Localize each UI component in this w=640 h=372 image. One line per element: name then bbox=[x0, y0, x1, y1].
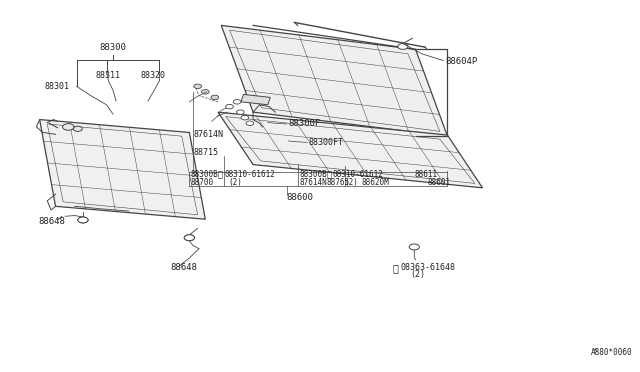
Text: 88604P: 88604P bbox=[445, 57, 478, 66]
Text: 88320: 88320 bbox=[140, 71, 165, 80]
Text: 88301: 88301 bbox=[45, 82, 70, 91]
Polygon shape bbox=[40, 119, 205, 219]
Circle shape bbox=[397, 44, 408, 49]
Polygon shape bbox=[218, 112, 483, 188]
Circle shape bbox=[194, 84, 202, 89]
Text: 87614N: 87614N bbox=[300, 178, 327, 187]
Circle shape bbox=[202, 90, 209, 94]
Circle shape bbox=[241, 115, 248, 120]
Circle shape bbox=[211, 95, 219, 100]
Text: 88601: 88601 bbox=[427, 178, 450, 187]
Polygon shape bbox=[221, 25, 447, 136]
Text: 88300F: 88300F bbox=[288, 119, 321, 128]
Text: 88700: 88700 bbox=[191, 178, 214, 187]
Text: 88300FT: 88300FT bbox=[308, 138, 344, 147]
Text: 88620M: 88620M bbox=[362, 178, 389, 187]
Text: 08310-61612: 08310-61612 bbox=[225, 170, 275, 179]
Text: 88300B: 88300B bbox=[300, 170, 327, 179]
Circle shape bbox=[78, 217, 88, 223]
Text: Ⓢ: Ⓢ bbox=[393, 263, 399, 273]
Text: A880*0060: A880*0060 bbox=[591, 349, 632, 357]
Circle shape bbox=[184, 235, 195, 241]
Text: 87614N: 87614N bbox=[194, 130, 224, 139]
Text: (2): (2) bbox=[228, 178, 242, 187]
Text: 88715: 88715 bbox=[194, 148, 219, 157]
Text: 88300: 88300 bbox=[99, 43, 126, 52]
Circle shape bbox=[234, 100, 241, 104]
Polygon shape bbox=[241, 94, 270, 105]
Circle shape bbox=[226, 105, 234, 109]
Text: (2): (2) bbox=[344, 178, 358, 187]
Text: Ⓢ: Ⓢ bbox=[218, 170, 223, 179]
Circle shape bbox=[78, 217, 88, 223]
Circle shape bbox=[246, 121, 253, 125]
Text: 08363-61648: 08363-61648 bbox=[400, 263, 455, 272]
Text: 88311: 88311 bbox=[96, 71, 121, 80]
Text: 88765: 88765 bbox=[326, 178, 349, 187]
Text: 88600: 88600 bbox=[287, 193, 314, 202]
Text: Ⓢ: Ⓢ bbox=[326, 170, 332, 179]
Text: 88611: 88611 bbox=[414, 170, 437, 179]
Text: (2): (2) bbox=[410, 270, 426, 279]
Circle shape bbox=[74, 126, 83, 131]
Circle shape bbox=[409, 244, 419, 250]
Circle shape bbox=[184, 235, 195, 241]
Text: 88300B: 88300B bbox=[191, 170, 218, 179]
Text: 08310-61612: 08310-61612 bbox=[333, 170, 383, 179]
Text: ^: ^ bbox=[593, 349, 597, 357]
Text: 88648: 88648 bbox=[38, 217, 65, 225]
Circle shape bbox=[63, 124, 74, 130]
Circle shape bbox=[237, 110, 244, 114]
Text: 88648: 88648 bbox=[170, 263, 197, 272]
